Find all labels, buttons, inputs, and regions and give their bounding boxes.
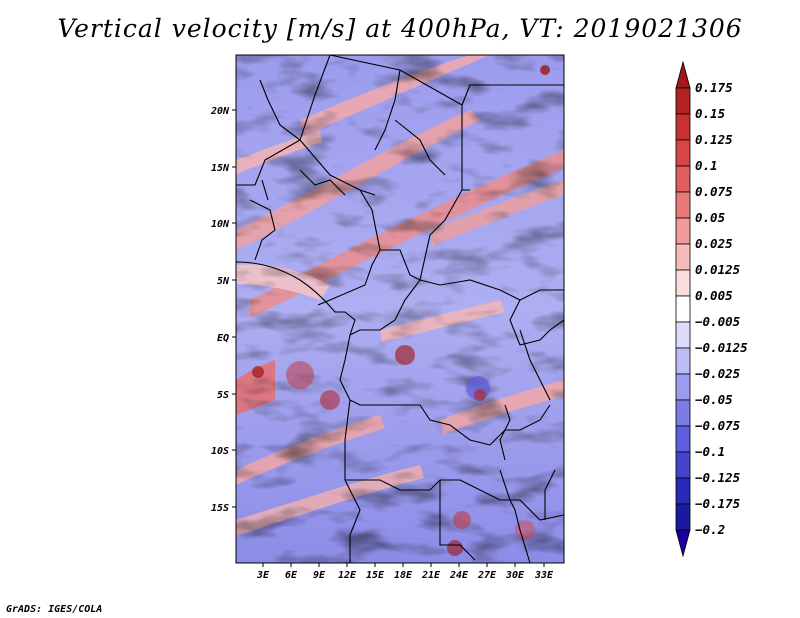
colorbar-label: −0.005 [695, 314, 741, 329]
x-tick-label: 3E [256, 570, 270, 581]
colorbar-segment [675, 139, 691, 167]
country-borders [236, 55, 564, 563]
convective-cores [252, 65, 550, 556]
colorbar-segment [675, 451, 691, 479]
x-tick-label: 15E [366, 570, 385, 581]
colorbar-label: −0.175 [695, 496, 741, 511]
colorbar-label: 0.005 [695, 288, 733, 303]
colorbar-segment [675, 373, 691, 401]
colorbar-label: −0.025 [695, 366, 741, 381]
axis-ticks [232, 109, 545, 567]
y-tick-label: 5S [217, 390, 229, 401]
x-axis-labels: 3E 6E 9E 12E 15E 18E 21E 24E 27E 30E 33E [256, 570, 554, 581]
map-title: Vertical velocity [m/s] at 400hPa, VT: 2… [57, 14, 743, 43]
y-tick-label: 10S [211, 446, 229, 457]
colorbar: 0.175 0.15 0.125 0.1 0.075 0.05 0.025 0.0125 0.0… [675, 60, 748, 558]
colorbar-label: 0.125 [695, 132, 733, 147]
colorbar-label: −0.075 [695, 418, 741, 433]
y-tick-label: EQ [217, 333, 229, 344]
x-tick-label: 33E [534, 570, 554, 581]
y-tick-label: 20N [210, 106, 230, 117]
colorbar-label: 0.15 [695, 106, 726, 121]
colorbar-label: 0.0125 [695, 262, 741, 277]
colorbar-label: −0.0125 [695, 340, 748, 355]
x-tick-label: 6E [285, 570, 298, 581]
colorbar-segment [675, 243, 691, 271]
colorbar-segment [675, 165, 691, 193]
grads-credit: GrADS: IGES/COLA [6, 604, 103, 615]
colorbar-segment [675, 399, 691, 427]
colorbar-label: 0.075 [695, 184, 733, 199]
colorbar-label: −0.05 [695, 392, 733, 407]
colorbar-labels: 0.175 0.15 0.125 0.1 0.075 0.05 0.025 0.0125 0.0… [695, 80, 748, 537]
colorbar-label: 0.175 [695, 80, 733, 95]
colorbar-label: 0.025 [695, 236, 733, 251]
colorbar-segment [675, 87, 691, 115]
colorbar-segment [675, 347, 691, 375]
colorbar-segment [675, 321, 691, 349]
colorbar-segment [675, 529, 691, 558]
colorbar-segment [675, 60, 691, 89]
colorbar-segment [675, 477, 691, 505]
colorbar-segment [675, 295, 691, 323]
y-tick-label: 10N [211, 219, 230, 230]
y-axis-labels: 20N 15N 10N 5N EQ 5S 10S 15S [210, 106, 230, 514]
colorbar-segment [675, 113, 691, 141]
x-tick-label: 30E [505, 570, 525, 581]
x-tick-label: 12E [338, 570, 357, 581]
x-tick-label: 9E [313, 570, 326, 581]
colorbar-segments [675, 60, 691, 558]
colorbar-segment [675, 217, 691, 245]
y-tick-label: 15N [211, 163, 230, 174]
x-tick-label: 24E [449, 570, 469, 581]
x-tick-label: 21E [421, 570, 441, 581]
x-tick-label: 18E [394, 570, 413, 581]
colorbar-label: 0.05 [695, 210, 726, 225]
colorbar-segment [675, 425, 691, 453]
colorbar-label: −0.1 [695, 444, 725, 459]
colorbar-label: −0.2 [695, 522, 725, 537]
plot-frame [235, 54, 565, 564]
colorbar-segment [675, 503, 691, 531]
colorbar-segment [675, 191, 691, 219]
x-tick-label: 27E [477, 570, 497, 581]
colorbar-label: 0.1 [695, 158, 718, 173]
colorbar-segment [675, 269, 691, 297]
y-tick-label: 15S [211, 503, 229, 514]
y-tick-label: 5N [217, 276, 230, 287]
colorbar-label: −0.125 [695, 470, 741, 485]
